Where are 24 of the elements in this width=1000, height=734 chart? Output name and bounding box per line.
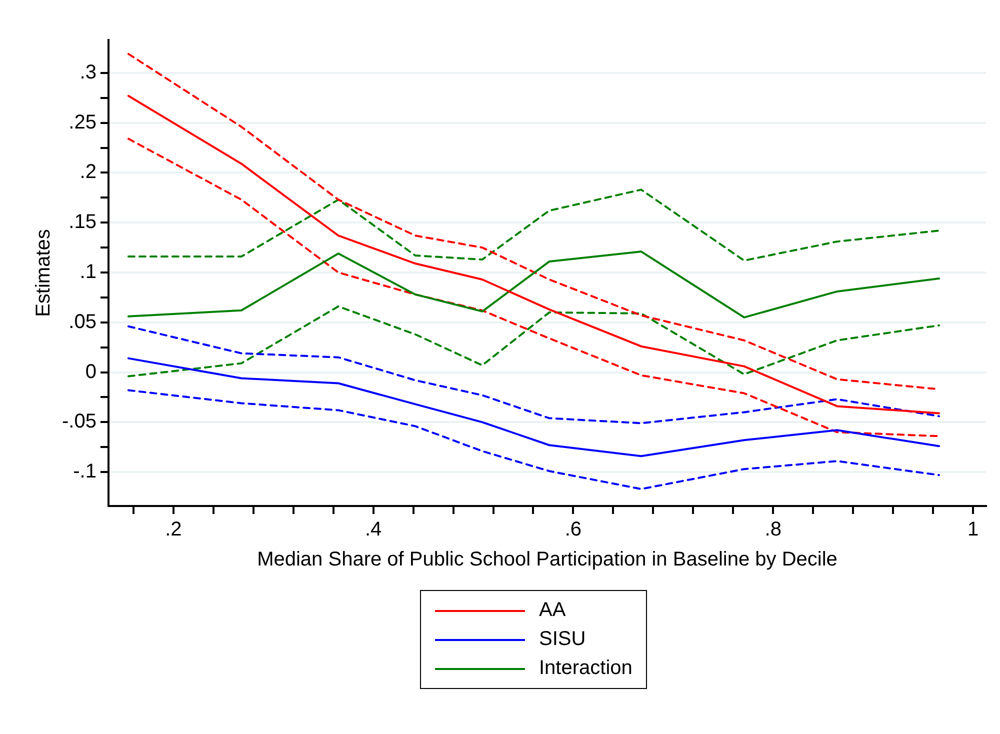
line-series [127, 389, 940, 490]
y-tick-label: -.05 [62, 410, 96, 433]
line-series [127, 305, 940, 378]
y-tick-label: 0 [85, 360, 96, 383]
y-tick-label: .05 [68, 310, 96, 333]
y-tick-label: -.1 [73, 460, 96, 483]
x-tick-label: .4 [364, 518, 382, 541]
line-series [127, 188, 940, 262]
x-tick-label: .2 [165, 518, 182, 541]
line-series [127, 325, 940, 424]
y-tick-label: .3 [80, 61, 96, 84]
x-tick-label: 1 [967, 518, 979, 541]
legend-label: SISU [539, 628, 586, 651]
y-tick-label: .1 [80, 261, 96, 284]
y-tick-label: .25 [68, 111, 96, 134]
x-tick-label: .8 [764, 518, 782, 541]
legend-label: AA [539, 599, 566, 622]
y-tick-label: .15 [68, 211, 96, 234]
line-series [127, 138, 940, 438]
legend-label: Interaction [539, 657, 632, 680]
x-axis-title: Median Share of Public School Participation in Baseline by Decile [257, 548, 838, 571]
x-tick-label: .6 [564, 518, 582, 541]
y-axis-title: Estimates [32, 229, 55, 317]
y-tick-label: .2 [80, 161, 96, 184]
